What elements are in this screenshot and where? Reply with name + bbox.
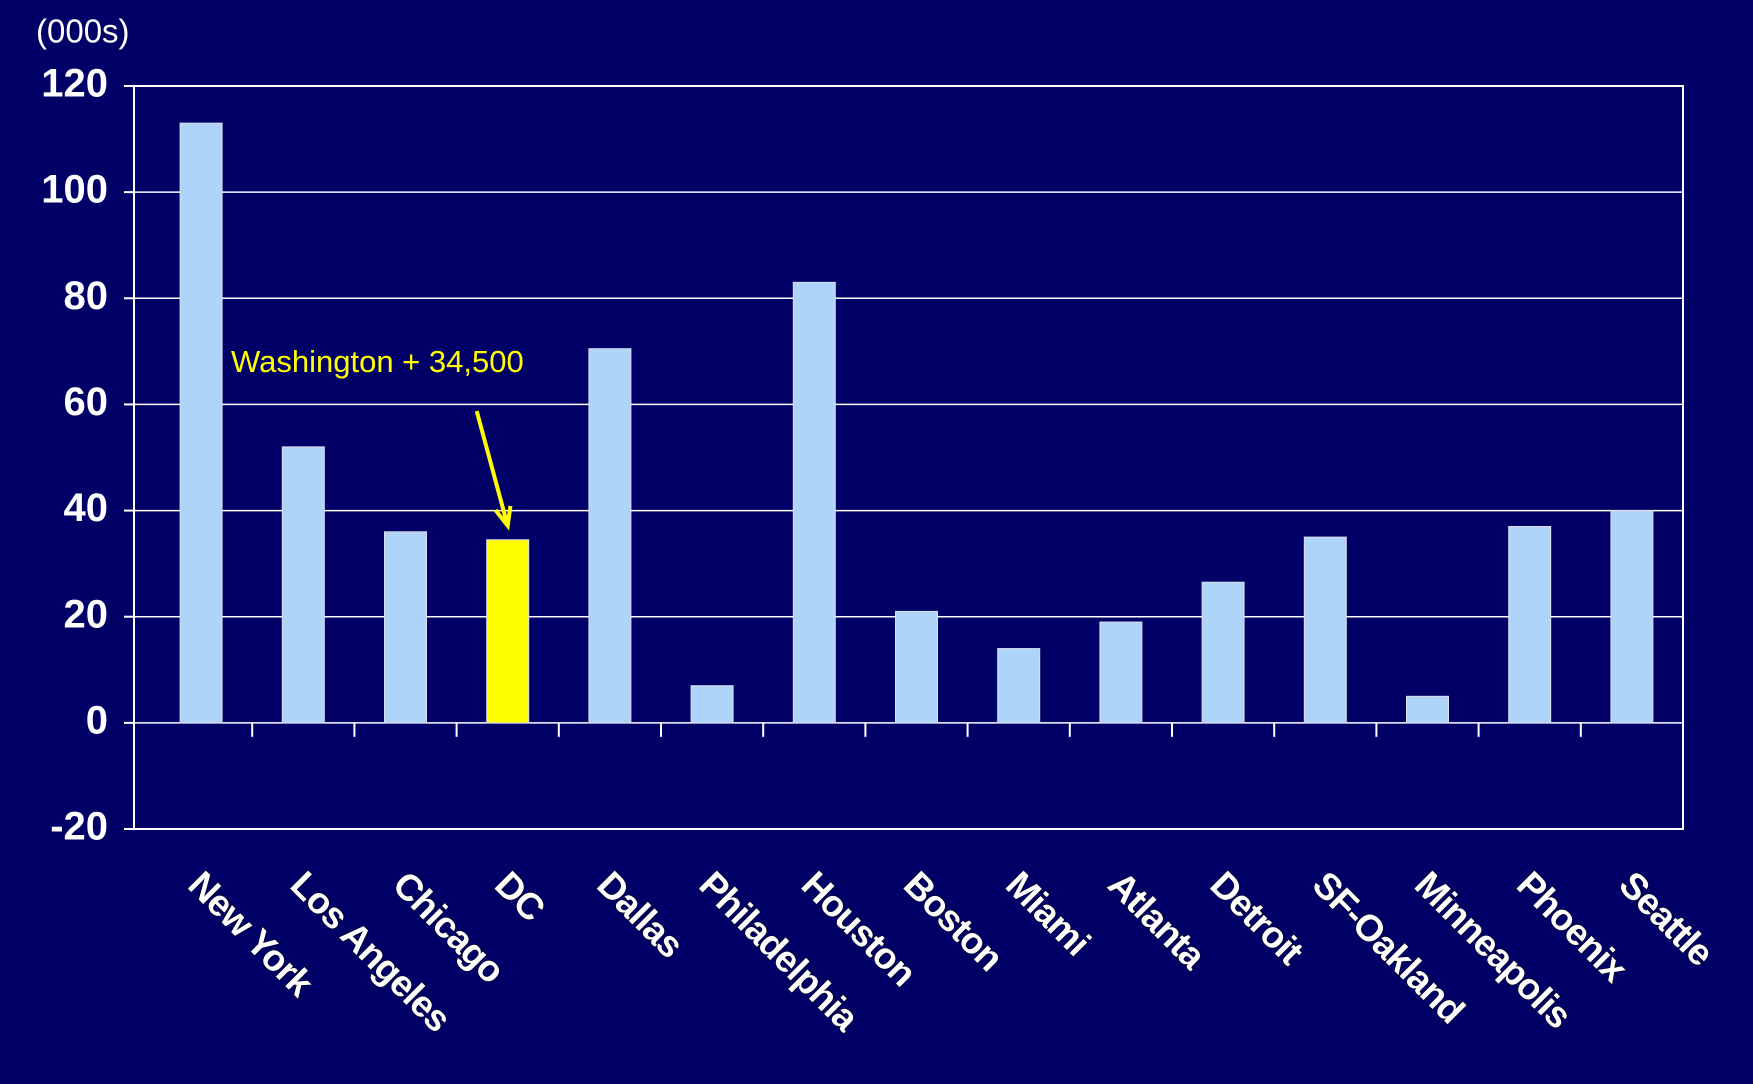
plot-frame bbox=[133, 85, 1684, 830]
y-unit-label: (000s) bbox=[36, 13, 130, 50]
bar bbox=[997, 648, 1041, 724]
annotation-arrowhead bbox=[493, 505, 513, 531]
y-tick-label: 100 bbox=[41, 168, 108, 212]
y-tick-label: 0 bbox=[86, 698, 108, 742]
bar bbox=[179, 122, 223, 724]
bar bbox=[1201, 581, 1245, 724]
y-tick-label: 60 bbox=[64, 380, 109, 424]
bar bbox=[281, 446, 325, 724]
bar bbox=[588, 348, 632, 724]
bar bbox=[1099, 621, 1143, 724]
bar bbox=[895, 610, 938, 724]
annotation: Washington + 34,500 bbox=[231, 344, 524, 379]
bar bbox=[792, 281, 836, 724]
annotation-arrow bbox=[474, 410, 510, 527]
bar bbox=[1303, 536, 1347, 724]
y-tick-label: 40 bbox=[64, 486, 109, 530]
bar bbox=[1508, 525, 1552, 724]
y-tick-label: 80 bbox=[64, 274, 109, 318]
y-tick-label: 20 bbox=[64, 592, 109, 636]
y-tick-label: -20 bbox=[50, 805, 108, 849]
y-tick-label: 120 bbox=[41, 62, 108, 106]
bar bbox=[384, 531, 427, 724]
bar bbox=[1610, 510, 1654, 724]
bar bbox=[486, 539, 530, 724]
bar bbox=[690, 685, 734, 724]
bar bbox=[1406, 695, 1449, 724]
